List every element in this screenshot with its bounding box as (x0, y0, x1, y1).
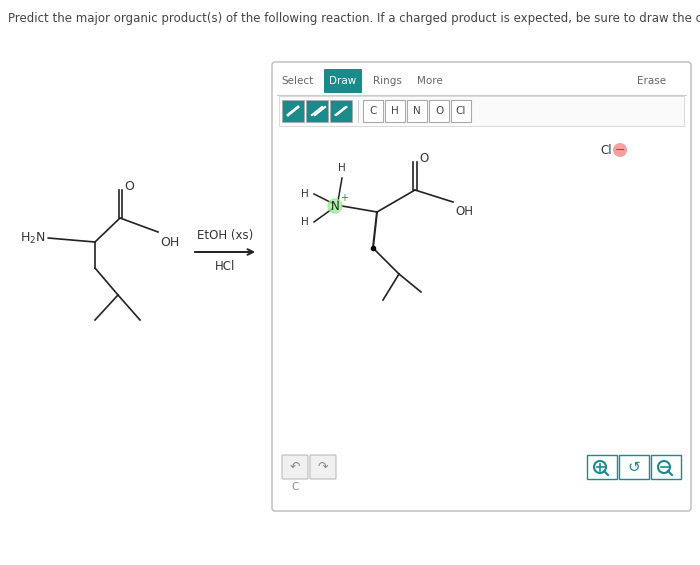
Text: Rings: Rings (372, 76, 401, 86)
Circle shape (328, 199, 342, 213)
Text: EtOH (xs): EtOH (xs) (197, 229, 253, 242)
Bar (429, 100, 449, 122)
FancyBboxPatch shape (651, 455, 681, 479)
Bar (282, 100, 304, 122)
Text: H$_2$N: H$_2$N (20, 231, 46, 246)
Text: Cl: Cl (600, 144, 612, 157)
FancyBboxPatch shape (619, 455, 649, 479)
Text: O: O (124, 180, 134, 193)
Text: Draw: Draw (330, 76, 356, 86)
Text: More: More (417, 76, 443, 86)
Text: H: H (338, 163, 346, 173)
Text: Cl: Cl (456, 106, 466, 116)
Circle shape (613, 143, 627, 157)
Bar (451, 100, 471, 122)
Bar (330, 100, 352, 122)
Text: Select: Select (281, 76, 313, 86)
Text: −: − (615, 144, 625, 157)
Text: C: C (291, 482, 299, 492)
Text: ↶: ↶ (290, 460, 300, 473)
FancyBboxPatch shape (272, 62, 691, 511)
FancyBboxPatch shape (587, 455, 617, 479)
Text: N: N (330, 199, 340, 212)
Bar (385, 100, 405, 122)
Text: H: H (301, 217, 309, 227)
Text: H: H (391, 106, 399, 116)
Bar (363, 100, 383, 122)
Text: Predict the major organic product(s) of the following reaction. If a charged pro: Predict the major organic product(s) of … (8, 12, 700, 25)
Bar (279, 96, 684, 126)
Text: OH: OH (455, 205, 473, 218)
Text: H: H (301, 189, 309, 199)
FancyBboxPatch shape (310, 455, 336, 479)
Text: OH: OH (160, 236, 179, 249)
Text: +: + (340, 193, 348, 203)
FancyBboxPatch shape (282, 455, 308, 479)
Text: O: O (435, 106, 443, 116)
Text: ↷: ↷ (318, 460, 328, 473)
Text: Erase: Erase (637, 76, 666, 86)
Text: ↺: ↺ (628, 459, 640, 475)
Text: HCl: HCl (215, 260, 235, 273)
Bar (407, 100, 427, 122)
Text: N: N (413, 106, 421, 116)
Text: C: C (370, 106, 377, 116)
Bar (306, 100, 328, 122)
FancyBboxPatch shape (324, 69, 362, 93)
Text: O: O (419, 153, 428, 166)
